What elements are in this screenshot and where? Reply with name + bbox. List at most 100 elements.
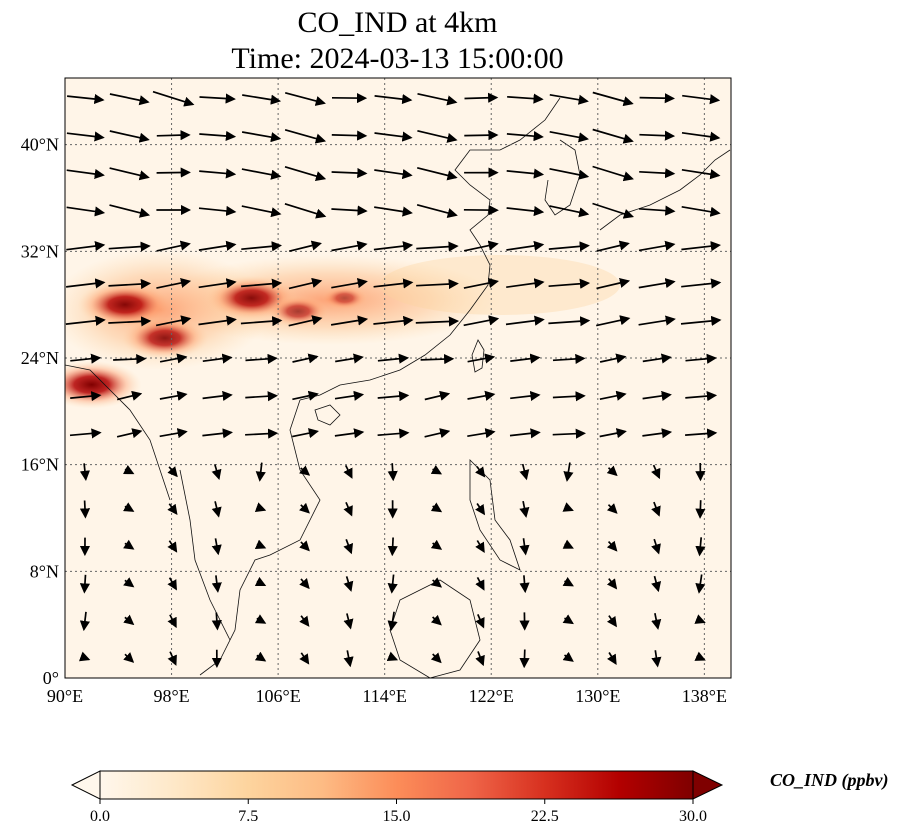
wind-arrow — [695, 574, 706, 594]
wind-arrow — [343, 576, 354, 592]
wind-arrow — [167, 466, 178, 478]
wind-arrow — [548, 316, 591, 327]
colorbar-tick-label: 22.5 — [531, 808, 559, 825]
wind-arrow — [241, 241, 282, 252]
co-hotspot — [266, 295, 330, 327]
lon-tick-label: 98°E — [153, 686, 189, 706]
wind-arrow — [343, 650, 354, 668]
wind-arrow — [639, 130, 676, 141]
wind-arrow — [299, 502, 310, 514]
wind-arrow — [65, 315, 106, 326]
wind-arrow — [292, 353, 319, 364]
co-hotspot — [321, 286, 369, 310]
wind-vectors — [65, 90, 722, 669]
wind-arrow — [211, 501, 222, 518]
wind-arrow — [592, 202, 635, 219]
wind-arrow — [198, 315, 237, 326]
wind-arrow — [343, 501, 353, 517]
wind-arrow — [108, 316, 152, 327]
coastline-japan — [599, 149, 731, 231]
colorbar-tick-label: 7.5 — [238, 808, 258, 825]
wind-arrow — [552, 391, 586, 402]
wind-arrow — [651, 464, 661, 480]
wind-arrow — [416, 203, 458, 218]
wind-arrow — [284, 165, 327, 182]
wind-arrow — [387, 574, 398, 594]
coastline-hainan — [314, 404, 341, 426]
wind-arrow — [79, 463, 90, 481]
wind-arrow — [548, 278, 591, 289]
wind-arrow — [599, 353, 627, 364]
wind-arrow — [475, 651, 485, 667]
wind-arrow — [510, 390, 541, 402]
lon-tick-label: 114°E — [362, 686, 407, 706]
wind-arrow — [202, 428, 233, 439]
wind-arrow — [242, 94, 282, 105]
wind-arrow — [685, 353, 717, 364]
wind-arrow — [506, 240, 545, 251]
wind-arrow — [463, 240, 499, 252]
wind-arrow — [467, 428, 496, 439]
wind-arrow — [299, 540, 310, 552]
wind-arrow — [374, 169, 413, 180]
wind-arrow — [70, 391, 102, 402]
wind-arrow — [70, 353, 102, 364]
wind-arrow — [549, 130, 589, 143]
wind-arrow — [549, 93, 589, 105]
wind-arrow — [430, 614, 442, 626]
wind-arrow — [240, 316, 283, 327]
wind-arrow — [66, 131, 105, 142]
wind-arrow — [430, 539, 443, 550]
wind-arrow — [506, 205, 545, 217]
lat-tick-label: 8°N — [30, 561, 59, 581]
wind-arrow — [211, 575, 222, 593]
wind-arrow — [254, 502, 267, 512]
wind-arrow — [156, 130, 191, 141]
coastlines — [65, 97, 731, 678]
wind-arrow — [694, 614, 706, 624]
wind-arrow — [519, 500, 530, 518]
wind-arrow — [552, 428, 586, 439]
wind-arrow — [424, 390, 451, 401]
wind-arrow — [199, 168, 237, 179]
wind-arrow — [334, 390, 365, 401]
wind-arrow — [79, 611, 90, 632]
wind-arrow — [284, 202, 327, 219]
wind-arrow — [685, 428, 718, 439]
wind-arrow — [606, 540, 618, 552]
wind-arrow — [651, 575, 662, 593]
wind-arrow — [694, 651, 706, 661]
wind-arrow — [254, 651, 267, 662]
wind-arrow — [377, 353, 410, 364]
wind-arrow — [109, 204, 151, 218]
wind-arrow — [430, 502, 443, 513]
wind-arrow — [420, 353, 455, 365]
wind-arrow — [116, 428, 143, 439]
wind-arrow — [467, 390, 496, 401]
lat-tick-label: 24°N — [21, 348, 59, 368]
wind-arrow — [167, 503, 178, 515]
wind-arrow — [377, 428, 410, 439]
co-plume-east — [380, 255, 620, 315]
wind-arrow — [519, 538, 530, 556]
wind-arrow — [638, 205, 676, 216]
wind-arrow — [681, 168, 721, 180]
lon-tick-label: 138°E — [682, 686, 727, 706]
coastline-korea — [544, 139, 581, 216]
wind-arrow — [109, 93, 150, 106]
wind-arrow — [152, 90, 195, 107]
wind-arrow — [373, 278, 414, 289]
wind-arrow — [592, 165, 634, 182]
wind-arrow — [156, 167, 191, 178]
lat-tick-label: 0° — [43, 668, 59, 688]
wind-arrow — [464, 92, 499, 103]
wind-arrow — [562, 502, 574, 512]
wind-arrow — [638, 240, 676, 252]
wind-arrow — [159, 428, 188, 439]
wind-arrow — [108, 278, 152, 290]
wind-arrow — [299, 652, 310, 665]
wind-arrow — [155, 315, 192, 327]
wind-arrow — [109, 130, 150, 143]
wind-arrow — [156, 240, 191, 252]
